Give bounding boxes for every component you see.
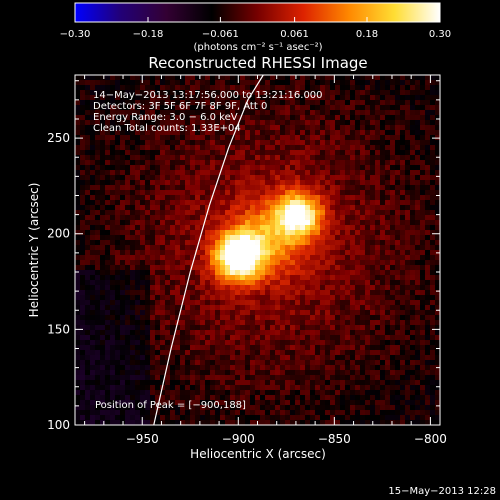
colorbar-unit-label: (photons cm⁻² s⁻¹ asec⁻²) xyxy=(193,42,322,53)
colorbar xyxy=(74,2,441,23)
chart-title: Reconstructed RHESSI Image xyxy=(148,54,367,72)
colorbar-tick-label: −0.30 xyxy=(60,29,91,40)
x-tick-label: −800 xyxy=(414,432,447,446)
colorbar-ticks: −0.30 −0.18 −0.061 0.061 0.18 0.30 xyxy=(60,17,451,40)
detectors-annotation: Detectors: 3F 5F 6F 7F 8F 9F, Att 0 xyxy=(93,101,267,112)
energy-annotation: Energy Range: 3.0 − 6.0 keV xyxy=(93,112,238,123)
colorbar-tick-label: −0.061 xyxy=(202,29,239,40)
y-tick-label: 250 xyxy=(47,131,70,145)
footer-timestamp: 15−May−2013 12:28 xyxy=(388,486,496,497)
axis-ticks: −950 −900 −850 −800 100 150 200 250 xyxy=(47,75,447,446)
y-tick-label: 200 xyxy=(47,227,70,241)
colorbar-tick-label: 0.18 xyxy=(356,29,378,40)
colorbar-tick-label: −0.18 xyxy=(133,29,164,40)
colorbar-tick-label: 0.061 xyxy=(280,29,309,40)
y-tick-label: 150 xyxy=(47,322,70,336)
y-axis-label: Heliocentric Y (arcsec) xyxy=(27,183,41,318)
y-tick-label: 100 xyxy=(47,418,70,432)
colorbar-tick-label: 0.30 xyxy=(429,29,451,40)
x-tick-label: −950 xyxy=(126,432,159,446)
peak-annotation: Position of Peak = [−900,188] xyxy=(95,400,246,411)
method-annotation: Clean Total counts: 1.33E+04 xyxy=(93,123,241,134)
heatmap-image xyxy=(75,75,441,426)
solar-limb-curve xyxy=(153,74,264,426)
x-axis-label: Heliocentric X (arcsec) xyxy=(190,447,326,461)
time-range-annotation: 14−May−2013 13:17:56.000 to 13:21:16.000 xyxy=(93,90,323,101)
x-tick-label: −850 xyxy=(318,432,351,446)
x-tick-label: −900 xyxy=(222,432,255,446)
